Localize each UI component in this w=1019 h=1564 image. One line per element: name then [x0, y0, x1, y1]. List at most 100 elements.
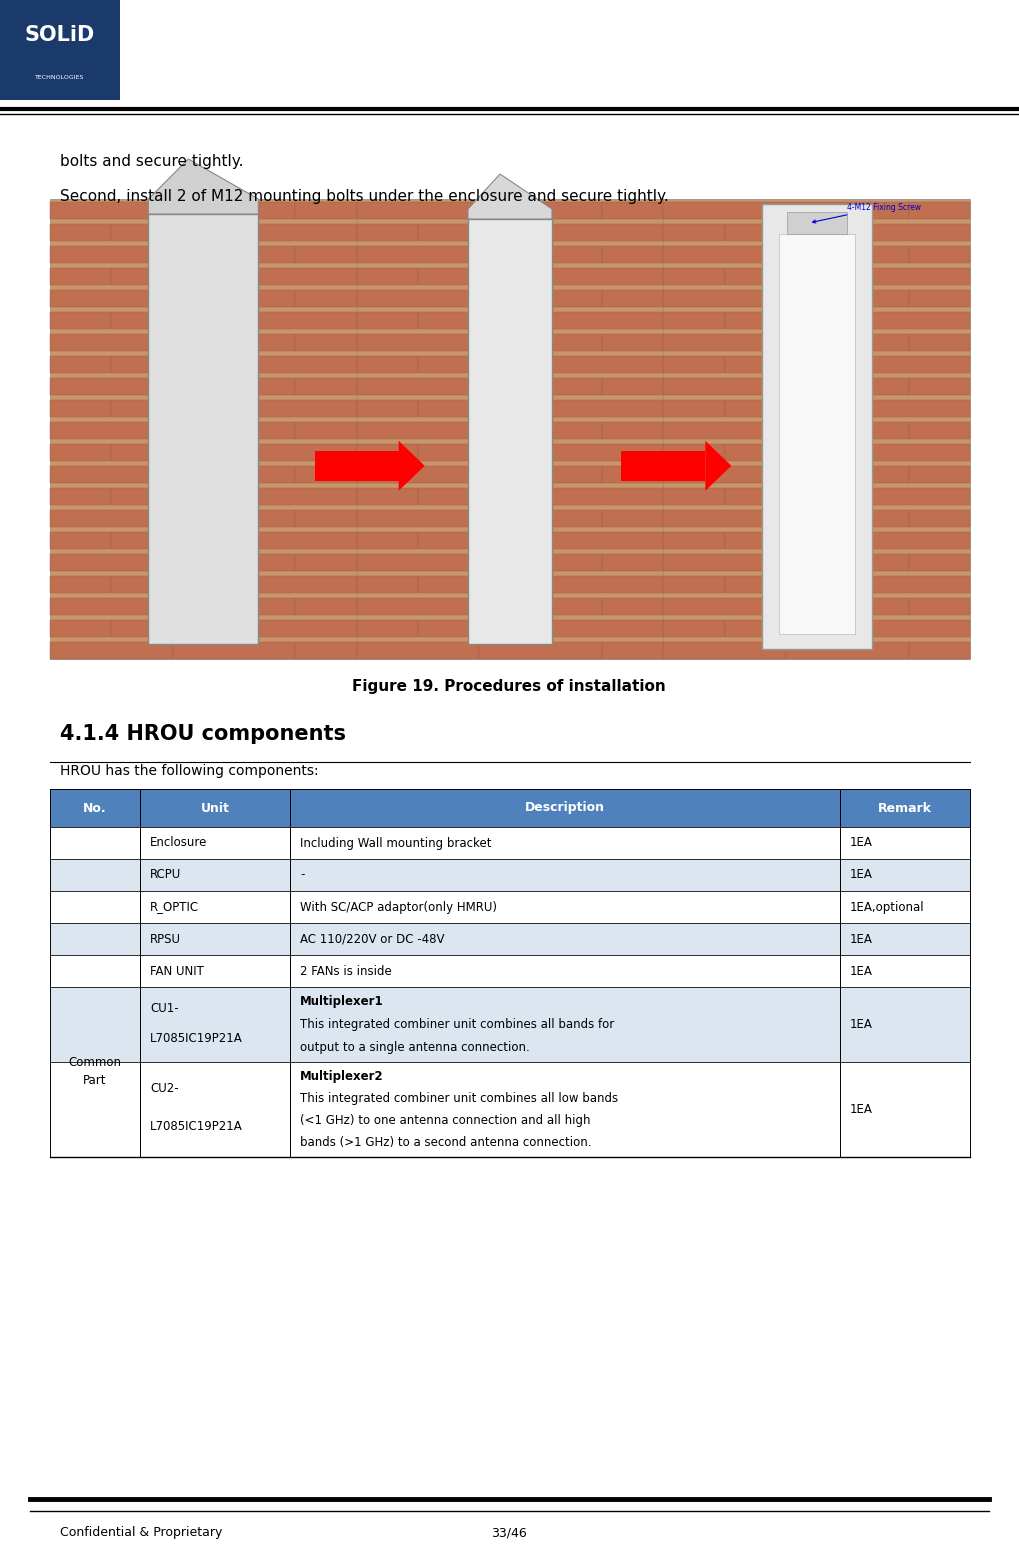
Bar [296, 597, 357, 615]
Bar [479, 202, 602, 219]
Bar [111, 267, 234, 285]
Text: 2 FANs is inside: 2 FANs is inside [300, 965, 391, 978]
Bar [602, 466, 663, 483]
Bar [357, 311, 418, 328]
Bar [541, 400, 663, 418]
Bar [357, 202, 479, 219]
Bar [50, 246, 172, 263]
Bar [418, 311, 541, 328]
Bar [50, 333, 172, 350]
Bar [172, 289, 296, 307]
Text: Confidential & Proprietary: Confidential & Proprietary [60, 1526, 222, 1539]
Bar [357, 357, 418, 372]
Text: 1EA: 1EA [850, 1103, 873, 1117]
Bar [50, 891, 140, 923]
Bar [357, 400, 418, 418]
Bar [140, 1062, 290, 1157]
Bar [357, 466, 479, 483]
Text: AC 110/220V or DC -48V: AC 110/220V or DC -48V [300, 932, 444, 946]
Bar [663, 422, 786, 439]
Bar [111, 444, 234, 461]
Bar [541, 619, 663, 637]
Text: No.: No. [84, 801, 107, 815]
Bar [479, 378, 602, 396]
Text: Multiplexer2: Multiplexer2 [300, 1070, 383, 1082]
Polygon shape [149, 160, 259, 214]
Bar [357, 641, 479, 658]
Bar [357, 333, 479, 350]
Bar [663, 619, 725, 637]
Bar [848, 576, 970, 593]
Bar [787, 213, 847, 235]
Bar [172, 597, 296, 615]
Bar [50, 466, 172, 483]
Bar [418, 357, 541, 372]
Text: R_OPTIC: R_OPTIC [150, 901, 199, 913]
Bar [357, 576, 418, 593]
Bar [290, 956, 840, 987]
Bar [50, 400, 111, 418]
Bar [786, 597, 909, 615]
Bar [479, 246, 602, 263]
Bar [541, 488, 663, 505]
Bar [479, 289, 602, 307]
Bar [172, 422, 296, 439]
Bar [296, 202, 357, 219]
Bar [111, 532, 234, 549]
Bar [541, 357, 663, 372]
Bar [234, 576, 357, 593]
Text: Common
Part: Common Part [68, 1057, 121, 1087]
Text: With SC/ACP adaptor(only HMRU): With SC/ACP adaptor(only HMRU) [300, 901, 497, 913]
Bar [290, 1062, 840, 1157]
Bar [50, 641, 172, 658]
Bar [357, 488, 418, 505]
Bar [663, 333, 786, 350]
Bar [357, 422, 479, 439]
Bar [50, 923, 140, 956]
Bar [663, 576, 725, 593]
Text: HROU has the following components:: HROU has the following components: [60, 763, 319, 777]
Bar [50, 554, 172, 571]
Bar [290, 827, 840, 859]
Bar [786, 510, 909, 527]
Text: -: - [300, 868, 305, 882]
Bar [50, 827, 140, 859]
Bar [786, 641, 909, 658]
Bar [786, 466, 909, 483]
Bar [290, 987, 840, 1062]
Bar [418, 488, 541, 505]
Bar [418, 267, 541, 285]
Bar [909, 378, 970, 396]
Bar [50, 619, 111, 637]
Bar [909, 333, 970, 350]
Text: Remark: Remark [878, 801, 932, 815]
Bar [840, 1062, 970, 1157]
Bar [725, 576, 848, 593]
Bar [909, 289, 970, 307]
Bar [786, 202, 909, 219]
Bar [140, 827, 290, 859]
Bar [725, 488, 848, 505]
Bar [172, 641, 296, 658]
Bar [357, 289, 479, 307]
Bar [234, 400, 357, 418]
Bar [663, 357, 725, 372]
Text: SOLiD: SOLiD [24, 25, 95, 45]
Bar [725, 444, 848, 461]
Bar [663, 199, 970, 658]
Text: 4-M12 Fixing Screw: 4-M12 Fixing Screw [812, 202, 921, 224]
Text: 1EA: 1EA [850, 868, 873, 882]
Bar [663, 641, 786, 658]
Bar [786, 333, 909, 350]
Bar [234, 311, 357, 328]
Bar [602, 510, 663, 527]
Bar [111, 619, 234, 637]
Bar [602, 202, 663, 219]
Text: RPSU: RPSU [150, 932, 181, 946]
Bar [541, 576, 663, 593]
Text: (<1 GHz) to one antenna connection and all high: (<1 GHz) to one antenna connection and a… [300, 1114, 590, 1128]
Bar [786, 422, 909, 439]
Bar [357, 554, 479, 571]
Bar [541, 444, 663, 461]
Bar [840, 923, 970, 956]
